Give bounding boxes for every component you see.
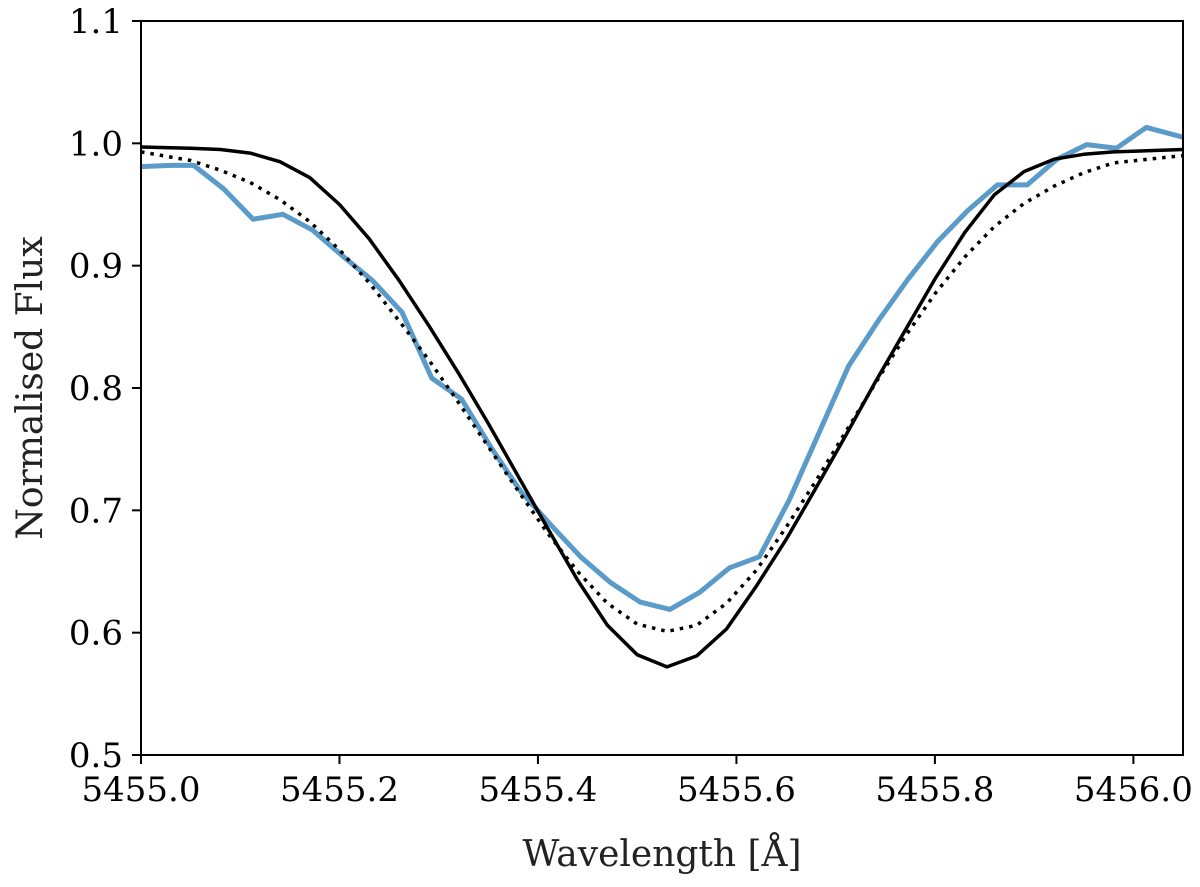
y-tick-label: 0.5 xyxy=(69,736,123,776)
y-tick-label: 1.1 xyxy=(69,2,123,42)
series-layer xyxy=(141,124,1183,669)
series-line-model-solid xyxy=(141,145,1183,669)
y-axis-label: Normalised Flux xyxy=(10,236,51,539)
x-tick-label: 5455.0 xyxy=(82,770,201,810)
x-tick-label: 5455.4 xyxy=(478,770,597,810)
series-line-observed xyxy=(141,124,1183,612)
y-tick-label: 0.7 xyxy=(69,491,123,531)
y-tick-label: 0.9 xyxy=(69,247,123,287)
y-tick-label: 1.0 xyxy=(69,124,123,164)
y-tick-label: 0.6 xyxy=(69,614,123,654)
ticks-layer: 5455.0 5455.2 5455.4 5455.6 5455.8 5456.0 0.5 0… xyxy=(69,2,1193,810)
series-line-model-dotted xyxy=(141,150,1183,634)
x-tick-label: 5455.8 xyxy=(875,770,994,810)
x-tick-label: 5456.0 xyxy=(1074,770,1193,810)
plot-frame xyxy=(140,20,1184,756)
x-tick-label: 5455.2 xyxy=(280,770,399,810)
y-tick-label: 0.8 xyxy=(69,369,123,409)
x-axis-label: Wavelength [Å] xyxy=(522,833,801,875)
x-tick-label: 5455.6 xyxy=(677,770,796,810)
